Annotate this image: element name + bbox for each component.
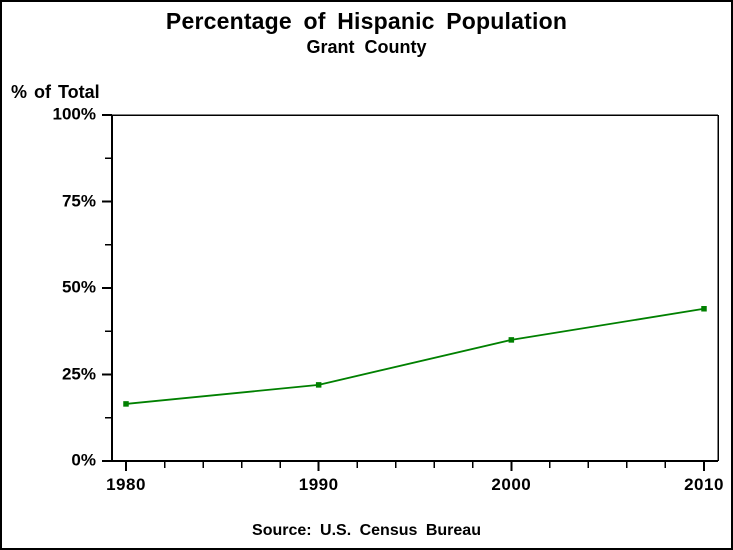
line-chart [102, 114, 719, 471]
data-point-marker [701, 306, 707, 312]
y-tick-label: 75% [61, 191, 96, 211]
y-tick-label: 25% [61, 364, 96, 384]
chart-title: Percentage of Hispanic Population [165, 8, 568, 34]
x-tick-label: 2010 [684, 475, 724, 494]
x-tick-label: 1990 [298, 475, 339, 494]
data-point-marker [508, 337, 515, 343]
x-tick-label: 2000 [491, 475, 532, 494]
plot-area [102, 114, 719, 471]
chart-subtitle: Grant County [306, 37, 427, 57]
data-line [125, 307, 705, 405]
data-point-marker [315, 382, 322, 388]
source-note: Source: U.S. Census Bureau [252, 522, 481, 539]
y-axis-title: % of Total [11, 82, 100, 102]
data-point-marker [123, 401, 129, 407]
y-tick-label: 0% [71, 450, 96, 470]
y-tick-label: 100% [52, 104, 96, 124]
y-tick-label: 50% [61, 277, 96, 297]
x-tick-label: 1980 [106, 475, 146, 494]
